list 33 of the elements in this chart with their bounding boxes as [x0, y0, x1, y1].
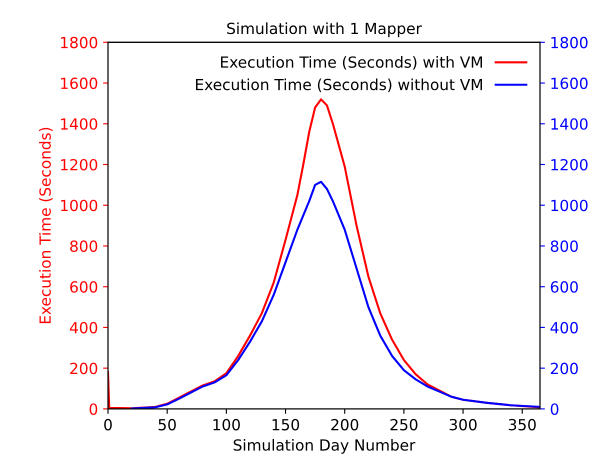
y2-tick-label: 1200 [551, 158, 588, 171]
x-tick-label: 250 [390, 418, 418, 430]
legend-label: Execution Time (Seconds) with VM [221, 56, 482, 70]
x-tick-label: 100 [213, 418, 240, 430]
y-tick-label: 1000 [61, 200, 98, 212]
y-tick-label: 1200 [61, 158, 98, 171]
legend-label: Execution Time (Seconds) without VM [196, 78, 482, 92]
y-tick-label: 400 [70, 322, 98, 334]
y-tick-label: 0 [90, 403, 98, 415]
x-tick-label: 350 [508, 418, 536, 430]
y2-tick-label: 0 [550, 403, 558, 415]
x-tick-label: 50 [158, 418, 176, 430]
y-axis-title: Execution Time (Seconds) [39, 128, 53, 324]
y-tick-label: 1800 [61, 36, 98, 48]
y-tick-label: 200 [70, 362, 98, 374]
y-tick-label: 1600 [61, 78, 98, 90]
y2-tick-label: 400 [550, 322, 578, 334]
x-tick-label: 200 [331, 418, 358, 430]
x-tick-label: 150 [272, 418, 300, 430]
y2-tick-label: 600 [550, 281, 578, 293]
y-tick-label: 1400 [61, 118, 98, 130]
x-axis-title: Simulation Day Number [234, 438, 416, 454]
chart-title: Simulation with 1 Mapper [227, 22, 422, 38]
y2-tick-label: 800 [550, 240, 578, 252]
y2-tick-label: 1800 [551, 36, 588, 48]
y-tick-label: 600 [70, 281, 98, 293]
x-tick-label: 0 [104, 418, 112, 430]
y2-tick-label: 1600 [551, 78, 588, 90]
y2-tick-label: 200 [550, 362, 578, 374]
y2-tick-label: 1400 [551, 118, 588, 130]
x-tick-label: 300 [450, 418, 477, 430]
y2-tick-label: 1000 [551, 200, 588, 212]
y-tick-label: 800 [70, 240, 98, 252]
